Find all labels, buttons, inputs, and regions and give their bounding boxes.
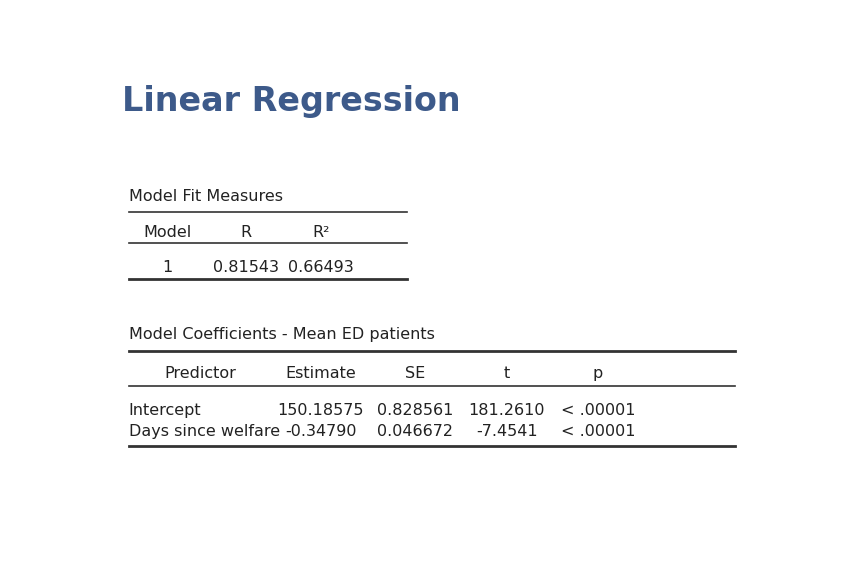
Text: Days since welfare: Days since welfare [129,424,280,439]
Text: t: t [504,366,509,381]
Text: < .00001: < .00001 [561,403,635,418]
Text: R²: R² [312,225,329,241]
Text: 0.828561: 0.828561 [377,403,453,418]
Text: < .00001: < .00001 [561,424,635,439]
Text: 181.2610: 181.2610 [468,403,545,418]
Text: Model Coefficients - Mean ED patients: Model Coefficients - Mean ED patients [129,327,434,342]
Text: Intercept: Intercept [129,403,201,418]
Text: -0.34790: -0.34790 [285,424,356,439]
Text: p: p [593,366,603,381]
Text: Predictor: Predictor [164,366,236,381]
Text: Model: Model [143,225,191,241]
Text: Model Fit Measures: Model Fit Measures [129,189,283,203]
Text: R: R [240,225,251,241]
Text: 150.18575: 150.18575 [277,403,364,418]
Text: -7.4541: -7.4541 [476,424,537,439]
Text: 0.66493: 0.66493 [288,260,354,275]
Text: Linear Regression: Linear Regression [121,85,461,118]
Text: 0.81543: 0.81543 [212,260,279,275]
Text: 1: 1 [163,260,173,275]
Text: Estimate: Estimate [285,366,356,381]
Text: 0.046672: 0.046672 [377,424,453,439]
Text: SE: SE [405,366,425,381]
